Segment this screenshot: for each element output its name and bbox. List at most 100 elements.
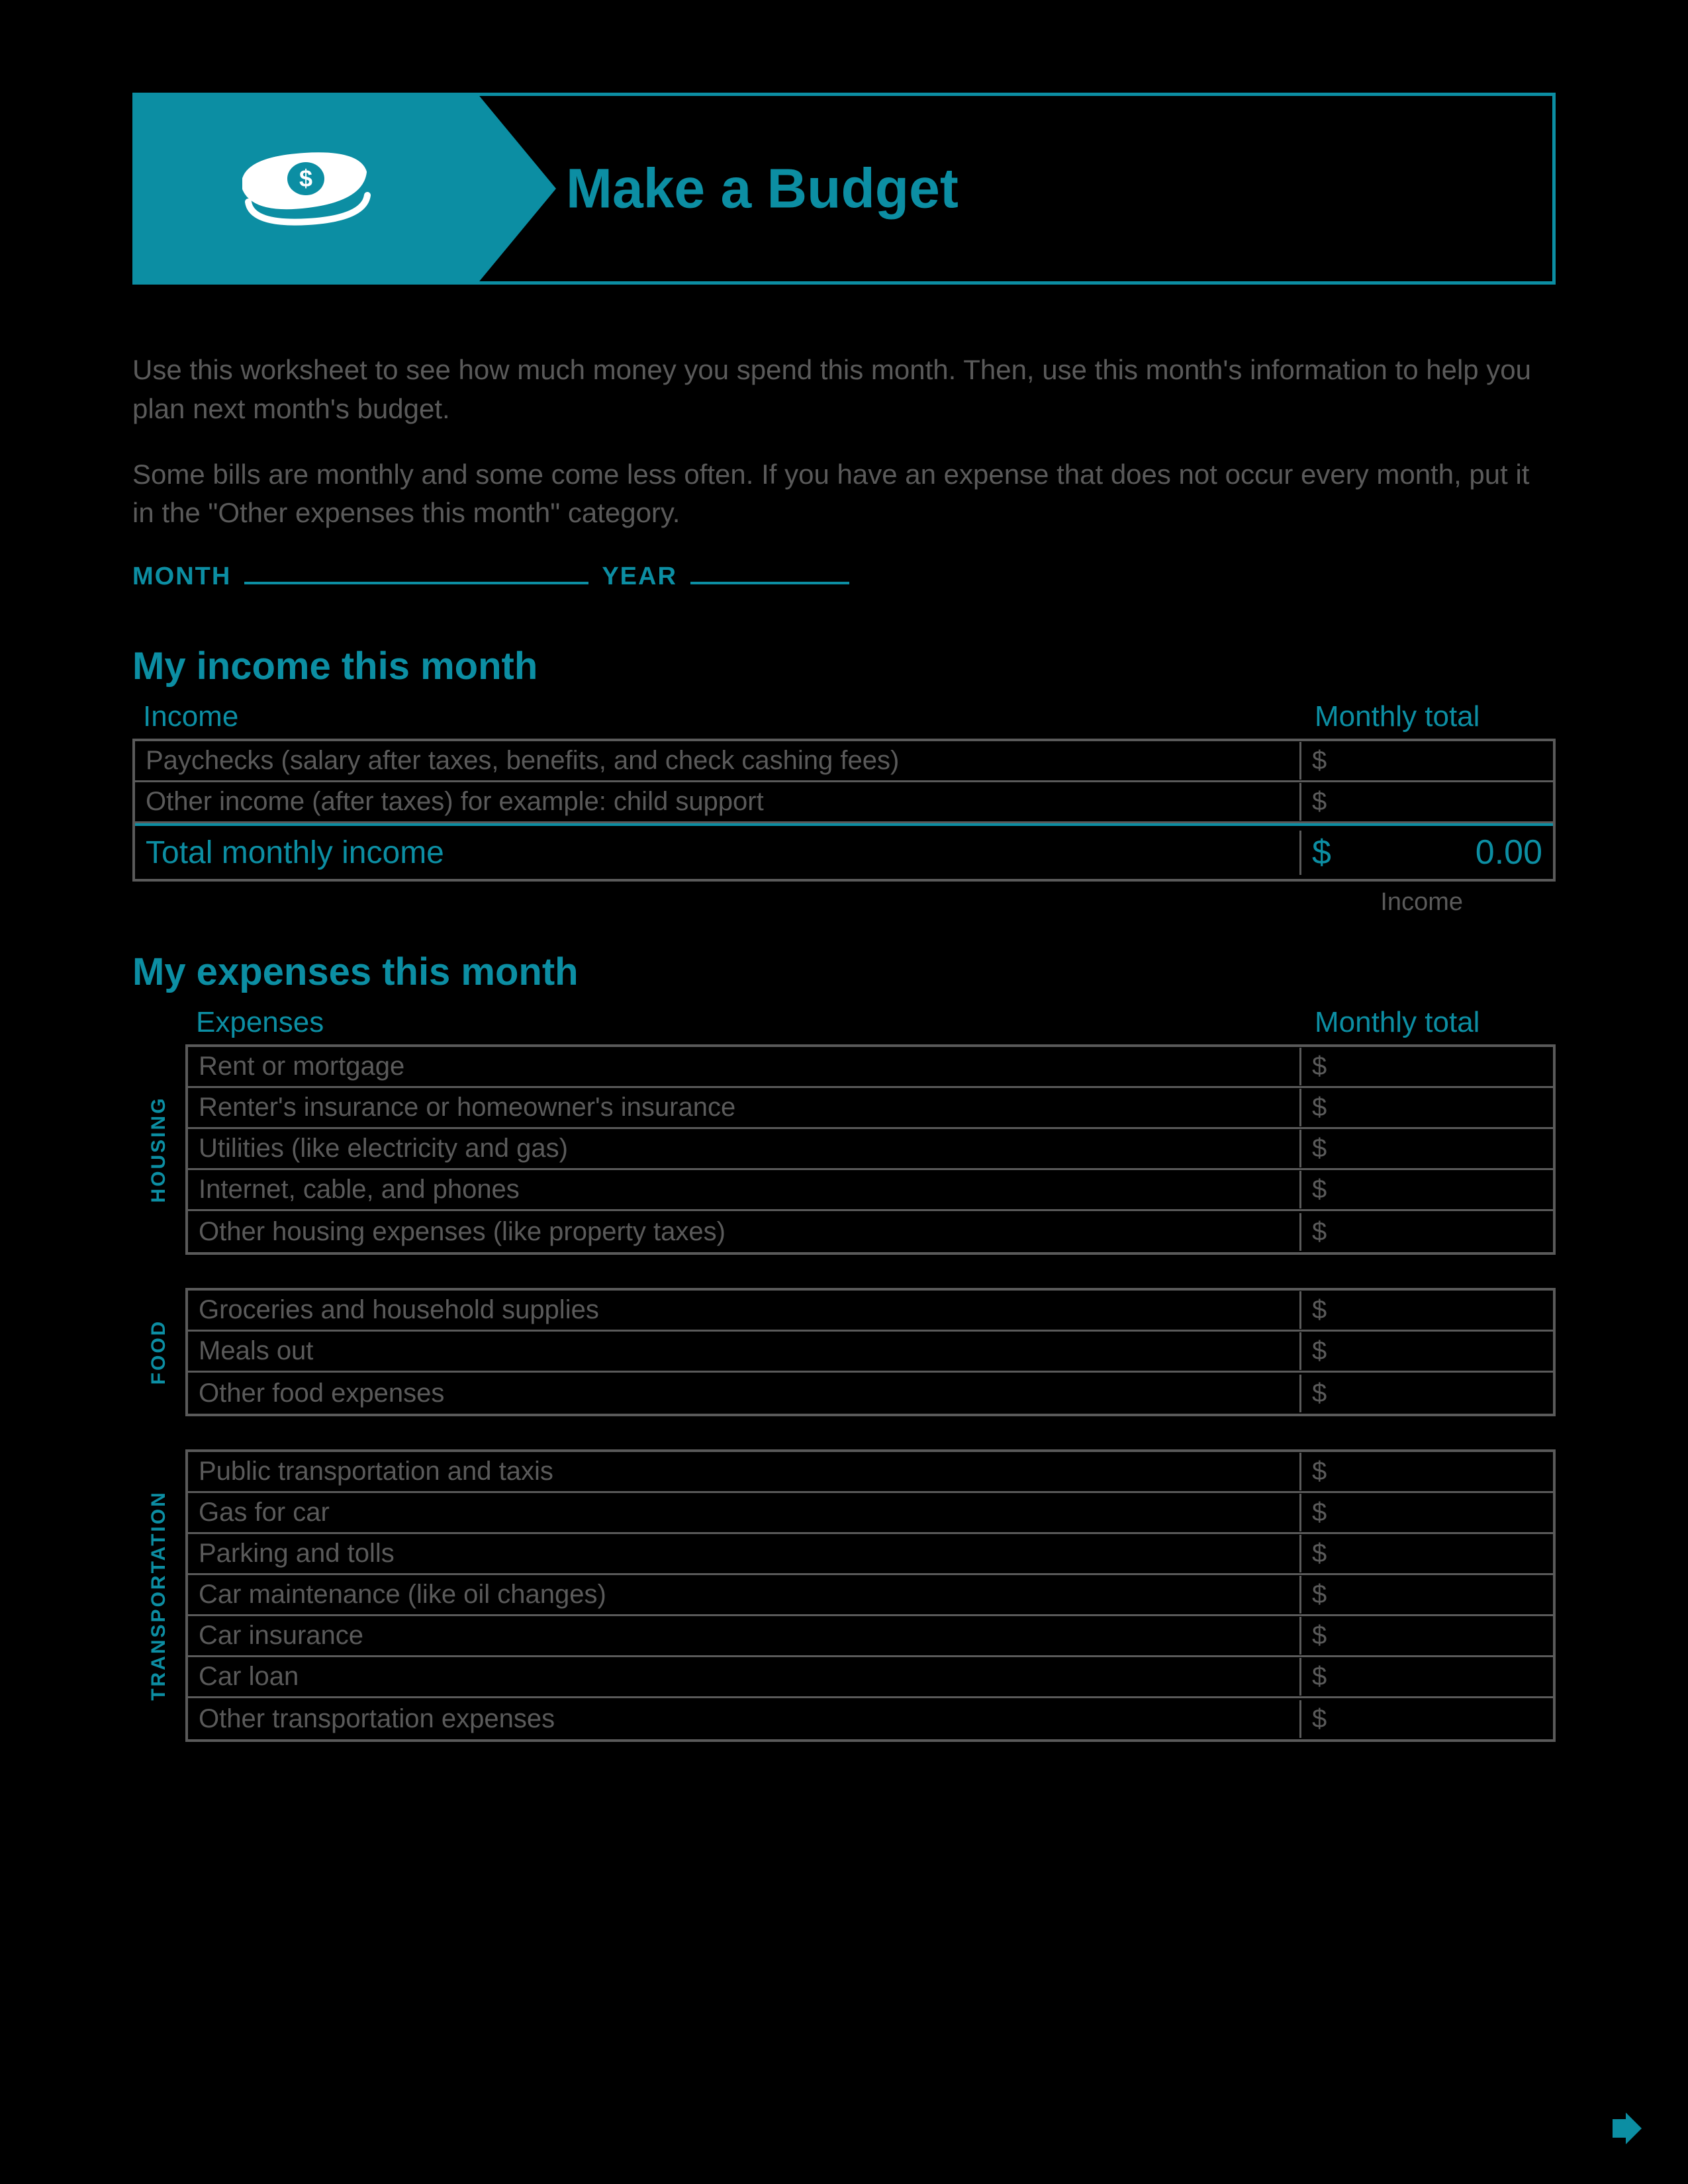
month-label: MONTH: [132, 563, 231, 591]
expense-row: Car loan$: [188, 1657, 1553, 1698]
category-label-text: TRANSPORTATION: [148, 1490, 170, 1701]
header-arrow: $: [132, 93, 477, 285]
currency-symbol: $: [1301, 1494, 1341, 1531]
expense-row-value[interactable]: [1341, 1347, 1553, 1355]
currency-symbol: $: [1301, 829, 1341, 876]
expense-row-label: Meals out: [188, 1332, 1301, 1370]
income-total-value: 0.00: [1341, 829, 1553, 876]
expense-row: Rent or mortgage$: [188, 1047, 1553, 1088]
expenses-section-title: My expenses this month: [132, 950, 1556, 994]
expense-row-label: Parking and tolls: [188, 1535, 1301, 1572]
expense-row-label: Utilities (like electricity and gas): [188, 1130, 1301, 1167]
income-column-headers: Income Monthly total: [132, 700, 1556, 733]
currency-symbol: $: [1301, 1213, 1341, 1251]
expense-table-wrap: Rent or mortgage$Renter's insurance or h…: [185, 1044, 1556, 1255]
expense-row: Other transportation expenses$: [188, 1698, 1553, 1739]
header-box: $ Make a Budget: [132, 93, 1556, 285]
expense-row-value[interactable]: [1341, 1104, 1553, 1112]
expense-row-label: Groceries and household supplies: [188, 1291, 1301, 1329]
category-label: TRANSPORTATION: [132, 1449, 185, 1742]
currency-symbol: $: [1301, 783, 1341, 821]
date-row: MONTH YEAR: [132, 559, 1556, 591]
expenses-col-header-right: Monthly total: [1304, 1006, 1556, 1039]
income-col-header-right: Monthly total: [1304, 700, 1556, 733]
expense-row: Other food expenses$: [188, 1373, 1553, 1414]
month-input[interactable]: [244, 559, 588, 584]
expense-row-value[interactable]: [1341, 1632, 1553, 1640]
expense-row-label: Car loan: [188, 1658, 1301, 1696]
currency-symbol: $: [1301, 1291, 1341, 1329]
year-input[interactable]: [690, 559, 849, 584]
expense-table: Public transportation and taxis$Gas for …: [185, 1449, 1556, 1742]
expense-row: Renter's insurance or homeowner's insura…: [188, 1088, 1553, 1129]
expense-row: Internet, cable, and phones$: [188, 1170, 1553, 1211]
expense-row-value[interactable]: [1341, 1145, 1553, 1153]
income-col-header-left: Income: [132, 700, 1304, 733]
currency-symbol: $: [1301, 1130, 1341, 1167]
expense-row-value[interactable]: [1341, 1673, 1553, 1681]
expense-table: Groceries and household supplies$Meals o…: [185, 1288, 1556, 1416]
income-row-value[interactable]: [1341, 798, 1553, 806]
svg-text:$: $: [299, 165, 312, 192]
currency-symbol: $: [1301, 1658, 1341, 1696]
currency-symbol: $: [1301, 1576, 1341, 1614]
expense-row: Parking and tolls$: [188, 1534, 1553, 1575]
expense-row: Car insurance$: [188, 1616, 1553, 1657]
expense-row-value[interactable]: [1341, 1186, 1553, 1194]
expense-row: Groceries and household supplies$: [188, 1291, 1553, 1332]
currency-symbol: $: [1301, 1617, 1341, 1655]
currency-symbol: $: [1301, 1453, 1341, 1490]
expense-row-value[interactable]: [1341, 1715, 1553, 1723]
income-section-title: My income this month: [132, 644, 1556, 688]
intro-paragraph-1: Use this worksheet to see how much money…: [132, 351, 1556, 429]
intro-paragraph-2: Some bills are monthly and some come les…: [132, 455, 1556, 533]
income-row-label: Paychecks (salary after taxes, benefits,…: [135, 742, 1301, 780]
expense-row: Other housing expenses (like property ta…: [188, 1211, 1553, 1252]
expense-table-wrap: Groceries and household supplies$Meals o…: [185, 1288, 1556, 1416]
next-page-arrow-icon: [1626, 2113, 1642, 2144]
expense-row-value[interactable]: [1341, 1063, 1553, 1071]
expense-row-label: Public transportation and taxis: [188, 1453, 1301, 1490]
expense-row-label: Other transportation expenses: [188, 1700, 1301, 1738]
income-footer-label: Income: [132, 888, 1556, 917]
expense-row: Gas for car$: [188, 1493, 1553, 1534]
category-label-text: HOUSING: [148, 1097, 170, 1203]
expense-group: TRANSPORTATION Public transportation and …: [132, 1449, 1556, 1742]
expense-row-label: Rent or mortgage: [188, 1048, 1301, 1085]
currency-symbol: $: [1301, 1332, 1341, 1370]
expense-row-value[interactable]: [1341, 1591, 1553, 1599]
category-label-text: FOOD: [148, 1320, 170, 1385]
income-row: Paychecks (salary after taxes, benefits,…: [135, 741, 1553, 782]
currency-symbol: $: [1301, 1375, 1341, 1412]
category-label: FOOD: [132, 1288, 185, 1416]
expense-row-label: Other housing expenses (like property ta…: [188, 1213, 1301, 1251]
expense-row-label: Car maintenance (like oil changes): [188, 1576, 1301, 1614]
income-table: Paychecks (salary after taxes, benefits,…: [132, 739, 1556, 882]
income-total-label: Total monthly income: [135, 831, 1301, 875]
income-row-value[interactable]: [1341, 757, 1553, 765]
expense-row: Car maintenance (like oil changes)$: [188, 1575, 1553, 1616]
expense-row-value[interactable]: [1341, 1550, 1553, 1558]
expense-row-label: Car insurance: [188, 1617, 1301, 1655]
expense-row: Public transportation and taxis$: [188, 1452, 1553, 1493]
expense-row: Meals out$: [188, 1332, 1553, 1373]
expense-row-value[interactable]: [1341, 1389, 1553, 1397]
income-total-row: Total monthly income$0.00: [135, 823, 1553, 879]
expense-row: Utilities (like electricity and gas)$: [188, 1129, 1553, 1170]
expense-row-value[interactable]: [1341, 1228, 1553, 1236]
expense-table: Rent or mortgage$Renter's insurance or h…: [185, 1044, 1556, 1255]
income-row-label: Other income (after taxes) for example: …: [135, 783, 1301, 821]
category-label: HOUSING: [132, 1044, 185, 1255]
expense-group: FOODGroceries and household supplies$Mea…: [132, 1288, 1556, 1416]
expense-row-label: Gas for car: [188, 1494, 1301, 1531]
expense-row-value[interactable]: [1341, 1306, 1553, 1314]
expenses-col-header-left: Expenses: [185, 1006, 1304, 1039]
currency-symbol: $: [1301, 742, 1341, 780]
currency-symbol: $: [1301, 1171, 1341, 1208]
expense-row-label: Renter's insurance or homeowner's insura…: [188, 1089, 1301, 1126]
currency-symbol: $: [1301, 1700, 1341, 1738]
expense-row-value[interactable]: [1341, 1509, 1553, 1517]
expense-group: HOUSINGRent or mortgage$Renter's insuran…: [132, 1044, 1556, 1255]
money-icon: $: [232, 139, 377, 238]
expense-row-value[interactable]: [1341, 1468, 1553, 1476]
